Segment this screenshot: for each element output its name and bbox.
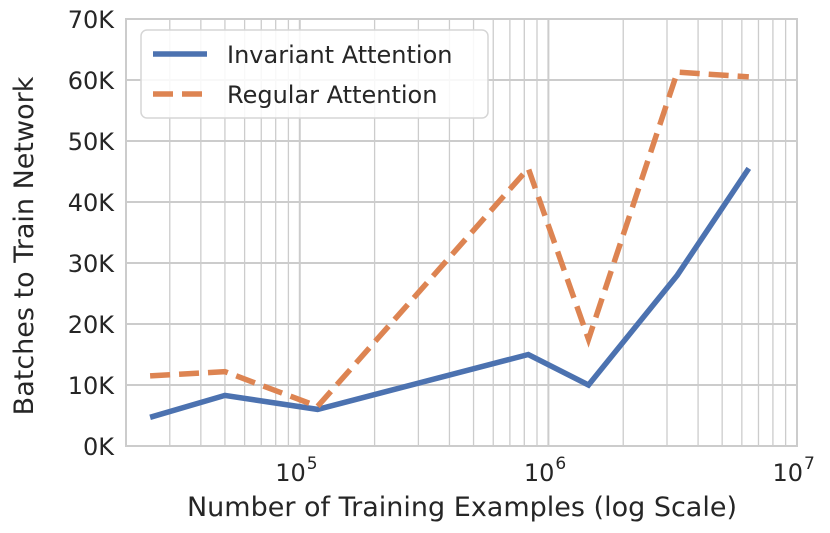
series-lines (149, 69, 752, 420)
y-tick-labels: 0K 10K 20K 30K 40K 50K 60K 70K (68, 6, 116, 461)
y-tick-label: 40K (68, 189, 116, 217)
x-tick-labels: 10 5 10 6 10 7 (275, 454, 815, 487)
y-tick-label: 60K (68, 67, 116, 95)
x-tick-base: 10 (275, 459, 306, 487)
x-tick-exponent: 5 (307, 454, 318, 474)
y-tick-label: 30K (68, 250, 116, 278)
x-tick-base: 10 (772, 459, 803, 487)
x-tick-label: 10 7 (772, 454, 814, 487)
y-tick-label: 50K (68, 128, 116, 156)
legend-item: Invariant Attention (153, 41, 452, 69)
x-axis-label: Number of Training Examples (log Scale) (187, 492, 737, 523)
series-line-2 (149, 69, 749, 410)
legend-label: Regular Attention (227, 81, 437, 109)
legend-label: Invariant Attention (227, 41, 452, 69)
x-tick-exponent: 6 (555, 454, 566, 474)
y-tick-label: 20K (68, 311, 116, 339)
x-tick-base: 10 (524, 459, 555, 487)
legend-box (140, 29, 489, 119)
y-tick-label: 10K (68, 372, 116, 400)
x-tick-exponent: 7 (804, 454, 815, 474)
x-tick-label: 10 5 (275, 454, 317, 487)
y-axis-label: Batches to Train Network (9, 76, 40, 415)
y-tick-label: 70K (68, 6, 116, 34)
plot-frame (125, 18, 798, 447)
x-tick-label: 10 6 (524, 454, 566, 487)
legend: Invariant Attention Regular Attention (140, 29, 489, 119)
legend-item: Regular Attention (153, 81, 437, 109)
y-tick-label: 0K (83, 433, 115, 461)
series-line-1 (149, 166, 752, 420)
